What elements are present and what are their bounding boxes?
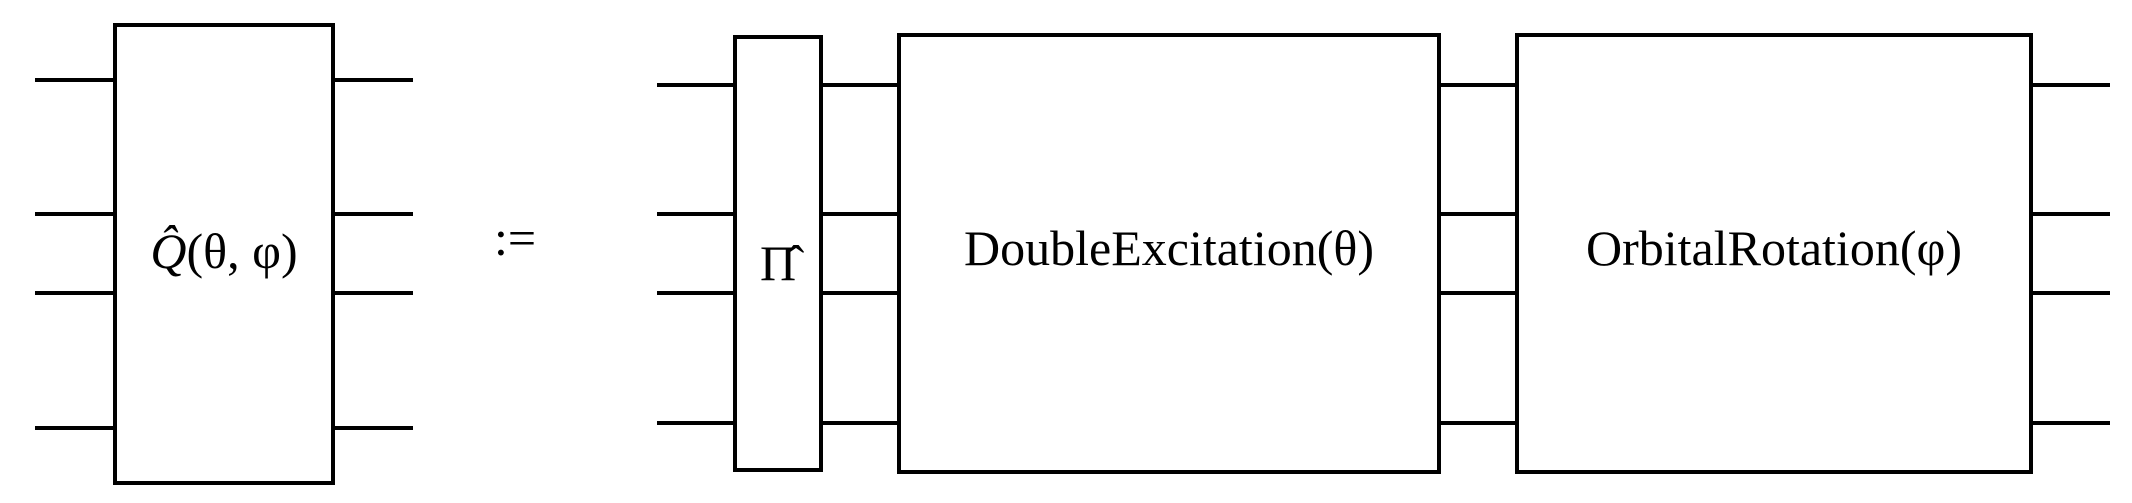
orbital-rotation-gate: OrbitalRotation(φ) — [1515, 33, 2033, 474]
definition-symbol: := — [494, 210, 536, 266]
orbital-rotation-gate-box — [1515, 33, 2033, 474]
orbital-rotation-gate-label: OrbitalRotation(φ) — [1586, 220, 1962, 276]
pi-gate-box — [733, 35, 823, 472]
double-excitation-gate-box — [897, 33, 1441, 474]
q-gate-box — [113, 23, 335, 485]
pi-gate: Π̂ — [733, 35, 823, 472]
q-gate-label: Q̂(θ, φ) — [150, 223, 297, 279]
lhs-circuit: Q̂(θ, φ) — [35, 23, 413, 485]
double-excitation-gate-label: DoubleExcitation(θ) — [964, 220, 1374, 276]
double-excitation-gate: DoubleExcitation(θ) — [897, 33, 1441, 474]
